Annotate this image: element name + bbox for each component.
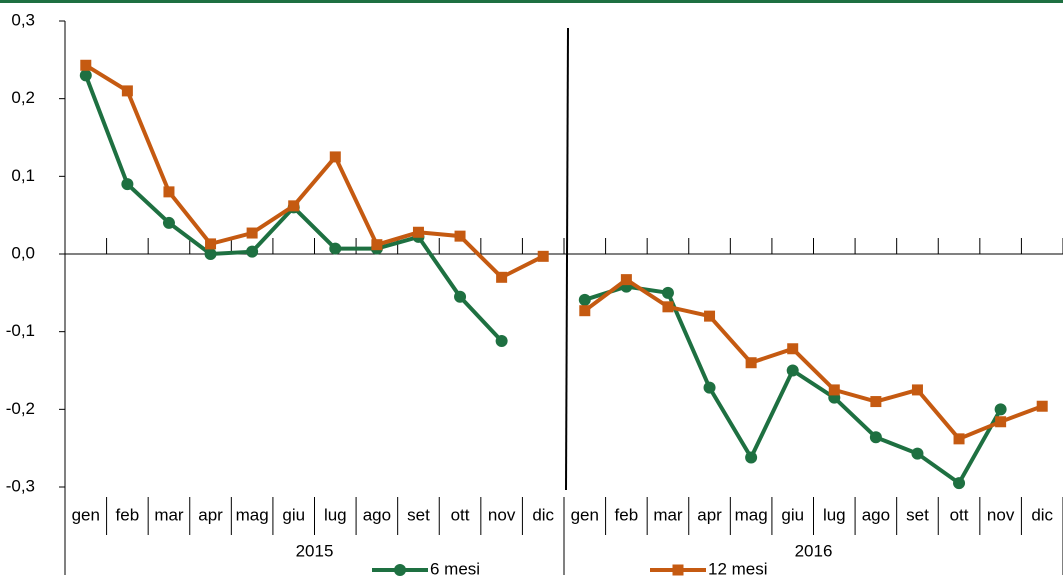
y-tick-label: -0,2 (6, 399, 35, 418)
data-point (1036, 400, 1048, 412)
data-point (329, 242, 342, 255)
data-point (496, 271, 508, 283)
y-tick-label: 0,3 (11, 10, 35, 29)
x-tick-label: feb (116, 505, 140, 524)
data-point (163, 186, 175, 198)
data-point (745, 451, 758, 464)
legend-label: 12 mesi (708, 559, 768, 578)
data-point (80, 59, 92, 71)
legend-marker (672, 564, 684, 576)
data-point (454, 290, 467, 303)
x-tick-label: apr (198, 505, 223, 524)
y-tick-label: 0,1 (11, 166, 35, 185)
legend-marker (394, 564, 406, 576)
data-point (869, 431, 882, 444)
data-point (911, 447, 924, 460)
x-tick-label: ott (451, 505, 470, 524)
series-line (84, 63, 1043, 442)
x-tick-label: ago (363, 505, 391, 524)
x-tick-label: mar (653, 505, 683, 524)
x-tick-label: nov (488, 505, 516, 524)
x-tick-label: mar (154, 505, 184, 524)
data-point (662, 301, 674, 313)
data-point (620, 274, 632, 286)
data-point (537, 250, 549, 262)
x-tick-label: dic (532, 505, 554, 524)
y-tick-label: 0,0 (11, 243, 35, 262)
data-point (704, 310, 716, 322)
data-point (579, 305, 591, 317)
series-line (83, 74, 1003, 487)
top-border (0, 0, 1063, 3)
x-tick-label: lug (324, 505, 347, 524)
data-point (329, 151, 341, 163)
x-tick-label: ott (950, 505, 969, 524)
x-tick-label: giu (781, 505, 804, 524)
x-tick-label: gen (571, 505, 599, 524)
data-point (911, 384, 923, 396)
data-point (661, 286, 674, 299)
legend-label: 6 mesi (430, 559, 480, 578)
x-tick-label: mag (735, 505, 768, 524)
x-tick-label: giu (282, 505, 305, 524)
data-point (162, 216, 175, 229)
data-point (121, 178, 134, 191)
data-point (994, 403, 1007, 416)
data-point (828, 384, 840, 396)
x-tick-label: apr (697, 505, 722, 524)
y-tick-label: -0,3 (6, 476, 35, 495)
x-tick-label: feb (615, 505, 639, 524)
x-group-label: 2016 (795, 541, 833, 560)
data-point (288, 200, 300, 212)
y-tick-label: -0,1 (6, 321, 35, 340)
data-point (786, 364, 799, 377)
data-point (787, 343, 799, 355)
data-point (495, 334, 508, 347)
x-tick-label: lug (823, 505, 846, 524)
data-point (79, 69, 92, 82)
legend-item: 6 mesi (372, 559, 480, 578)
data-point (246, 227, 258, 239)
data-point (412, 226, 424, 238)
x-group-label: 2015 (296, 541, 334, 560)
x-tick-label: dic (1031, 505, 1053, 524)
x-tick-label: set (906, 505, 929, 524)
x-tick-label: nov (987, 505, 1015, 524)
data-point (745, 357, 757, 369)
data-point (246, 245, 259, 258)
data-point (703, 381, 716, 394)
x-tick-label: gen (72, 505, 100, 524)
data-point (371, 239, 383, 251)
x-tick-label: ago (862, 505, 890, 524)
x-tick-label: set (407, 505, 430, 524)
data-point (953, 433, 965, 445)
data-point (995, 416, 1007, 428)
y-tick-label: 0,2 (11, 88, 35, 107)
data-point (205, 238, 217, 250)
x-tick-label: mag (236, 505, 269, 524)
legend-item: 12 mesi (650, 559, 768, 578)
data-point (870, 396, 882, 408)
data-point (204, 248, 217, 260)
data-point (454, 230, 466, 242)
data-point (578, 293, 591, 306)
data-point (953, 477, 966, 490)
data-point (121, 85, 133, 97)
year-divider (565, 27, 569, 491)
